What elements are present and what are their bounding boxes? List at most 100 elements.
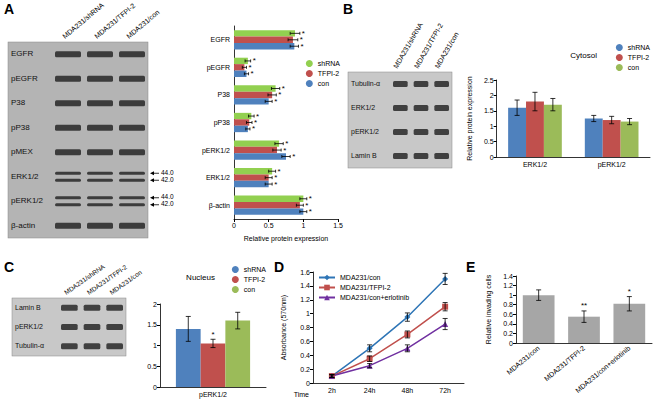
svg-text:0: 0 [490, 154, 494, 161]
svg-text:Tubulin-α: Tubulin-α [15, 342, 44, 349]
svg-text:TFPI-2: TFPI-2 [628, 54, 649, 61]
svg-text:TFPI-2: TFPI-2 [318, 70, 339, 77]
svg-text:Absorbance (570nm): Absorbance (570nm) [280, 295, 288, 360]
svg-text:Lamin B: Lamin B [15, 304, 41, 311]
svg-text:0.8: 0.8 [503, 301, 513, 308]
svg-text:*: * [251, 69, 254, 78]
svg-text:P38: P38 [11, 98, 26, 107]
svg-text:ERK1/2: ERK1/2 [351, 104, 375, 111]
svg-text:pEGFR: pEGFR [11, 74, 38, 83]
svg-text:B: B [343, 1, 353, 17]
svg-text:pERK1/2: pERK1/2 [202, 147, 230, 155]
svg-text:shRNA: shRNA [244, 266, 267, 273]
svg-text:TFPI-2: TFPI-2 [244, 276, 265, 283]
svg-text:2: 2 [490, 92, 494, 99]
svg-text:0.4: 0.4 [300, 352, 310, 359]
svg-text:EGFR: EGFR [11, 49, 33, 58]
svg-text:1.5: 1.5 [484, 107, 494, 114]
svg-text:0.6: 0.6 [300, 338, 310, 345]
svg-text:2.5: 2.5 [484, 77, 494, 84]
svg-text:*: * [292, 152, 295, 161]
svg-text:ERK1/2: ERK1/2 [206, 174, 230, 181]
svg-text:EGFR: EGFR [211, 36, 230, 43]
svg-text:MDA231/con: MDA231/con [505, 344, 541, 375]
svg-text:MDA231/con: MDA231/con [340, 274, 381, 281]
svg-text:β-actin: β-actin [209, 202, 230, 210]
svg-text:Nucleus: Nucleus [186, 273, 215, 282]
svg-text:44.0: 44.0 [161, 193, 174, 200]
svg-text:pP38: pP38 [11, 123, 30, 132]
svg-text:pERK1/2: pERK1/2 [351, 128, 379, 136]
svg-text:0.6: 0.6 [503, 311, 513, 318]
svg-text:*: * [283, 146, 286, 155]
svg-text:MDA231/TFPI-2: MDA231/TFPI-2 [413, 22, 444, 69]
svg-text:0: 0 [306, 380, 310, 387]
svg-text:*: * [282, 84, 285, 93]
svg-text:1.4: 1.4 [503, 273, 513, 280]
svg-text:0.5: 0.5 [484, 138, 494, 145]
svg-text:1.6: 1.6 [300, 269, 310, 276]
svg-text:ERK1/2: ERK1/2 [523, 161, 547, 168]
svg-text:2h: 2h [328, 387, 336, 394]
svg-text:MDA231/con: MDA231/con [433, 31, 459, 70]
svg-text:1.2: 1.2 [300, 296, 310, 303]
svg-text:1: 1 [490, 123, 494, 130]
svg-text:pEGFR: pEGFR [207, 64, 230, 72]
svg-text:72h: 72h [439, 387, 451, 394]
svg-text:*: * [211, 330, 214, 339]
svg-text:1.4: 1.4 [300, 282, 310, 289]
svg-text:pERK1/2: pERK1/2 [15, 323, 43, 331]
svg-text:con: con [244, 286, 255, 293]
svg-text:Relative protein expression: Relative protein expression [244, 235, 329, 243]
svg-text:β-actin: β-actin [11, 221, 35, 230]
svg-text:shRNA: shRNA [318, 60, 341, 67]
svg-text:1.5: 1.5 [147, 321, 157, 328]
svg-text:0.2: 0.2 [503, 330, 513, 337]
svg-text:pERK1/2: pERK1/2 [199, 391, 227, 399]
svg-text:ERK1/2: ERK1/2 [11, 172, 39, 181]
svg-text:Cytosol: Cytosol [570, 51, 597, 60]
svg-text:pP38: pP38 [214, 119, 230, 127]
svg-text:P38: P38 [218, 91, 231, 98]
svg-text:*: * [309, 194, 312, 203]
svg-text:*: * [278, 167, 281, 176]
svg-text:48h: 48h [402, 387, 414, 394]
svg-text:MDA231/TFPI-2: MDA231/TFPI-2 [86, 263, 129, 296]
svg-text:Relative protein expression: Relative protein expression [466, 76, 474, 161]
svg-text:0.8: 0.8 [300, 324, 310, 331]
svg-text:Relative invading cells: Relative invading cells [485, 274, 493, 344]
svg-text:*: * [274, 97, 277, 106]
svg-text:0.2: 0.2 [300, 366, 310, 373]
svg-text:**: ** [581, 301, 587, 310]
svg-text:MDA231/TFPI-2: MDA231/TFPI-2 [543, 344, 586, 382]
svg-text:Time: Time [294, 391, 309, 398]
svg-text:E: E [466, 259, 475, 275]
svg-text:0.5: 0.5 [147, 363, 157, 370]
svg-text:con: con [318, 80, 329, 87]
svg-text:42.0: 42.0 [161, 200, 174, 207]
svg-text:1: 1 [306, 310, 310, 317]
svg-text:*: * [278, 90, 281, 99]
svg-text:Lamin B: Lamin B [351, 152, 377, 159]
svg-text:MDA231/con+erlotinib: MDA231/con+erlotinib [340, 294, 409, 301]
svg-text:0: 0 [153, 384, 157, 391]
svg-text:*: * [253, 56, 256, 65]
svg-text:pERK1/2: pERK1/2 [598, 161, 626, 169]
svg-text:1: 1 [153, 342, 157, 349]
svg-text:*: * [252, 124, 255, 133]
svg-text:MDA231/TFPI-2: MDA231/TFPI-2 [340, 284, 391, 291]
svg-text:0: 0 [509, 340, 513, 347]
svg-text:1: 1 [301, 222, 305, 229]
svg-text:MDA231/con: MDA231/con [125, 8, 161, 39]
svg-text:24h: 24h [364, 387, 376, 394]
svg-text:MDA231/shRNA: MDA231/shRNA [63, 262, 107, 295]
svg-text:*: * [628, 287, 631, 296]
svg-text:*: * [274, 180, 277, 189]
svg-text:MDA231/con+erlotinib: MDA231/con+erlotinib [574, 344, 631, 394]
svg-text:shRNA: shRNA [628, 44, 651, 51]
svg-text:MDA231/shRNA: MDA231/shRNA [61, 1, 105, 40]
svg-text:*: * [309, 207, 312, 216]
svg-text:2: 2 [153, 301, 157, 308]
svg-text:1: 1 [509, 292, 513, 299]
svg-text:pMEX: pMEX [11, 147, 33, 156]
